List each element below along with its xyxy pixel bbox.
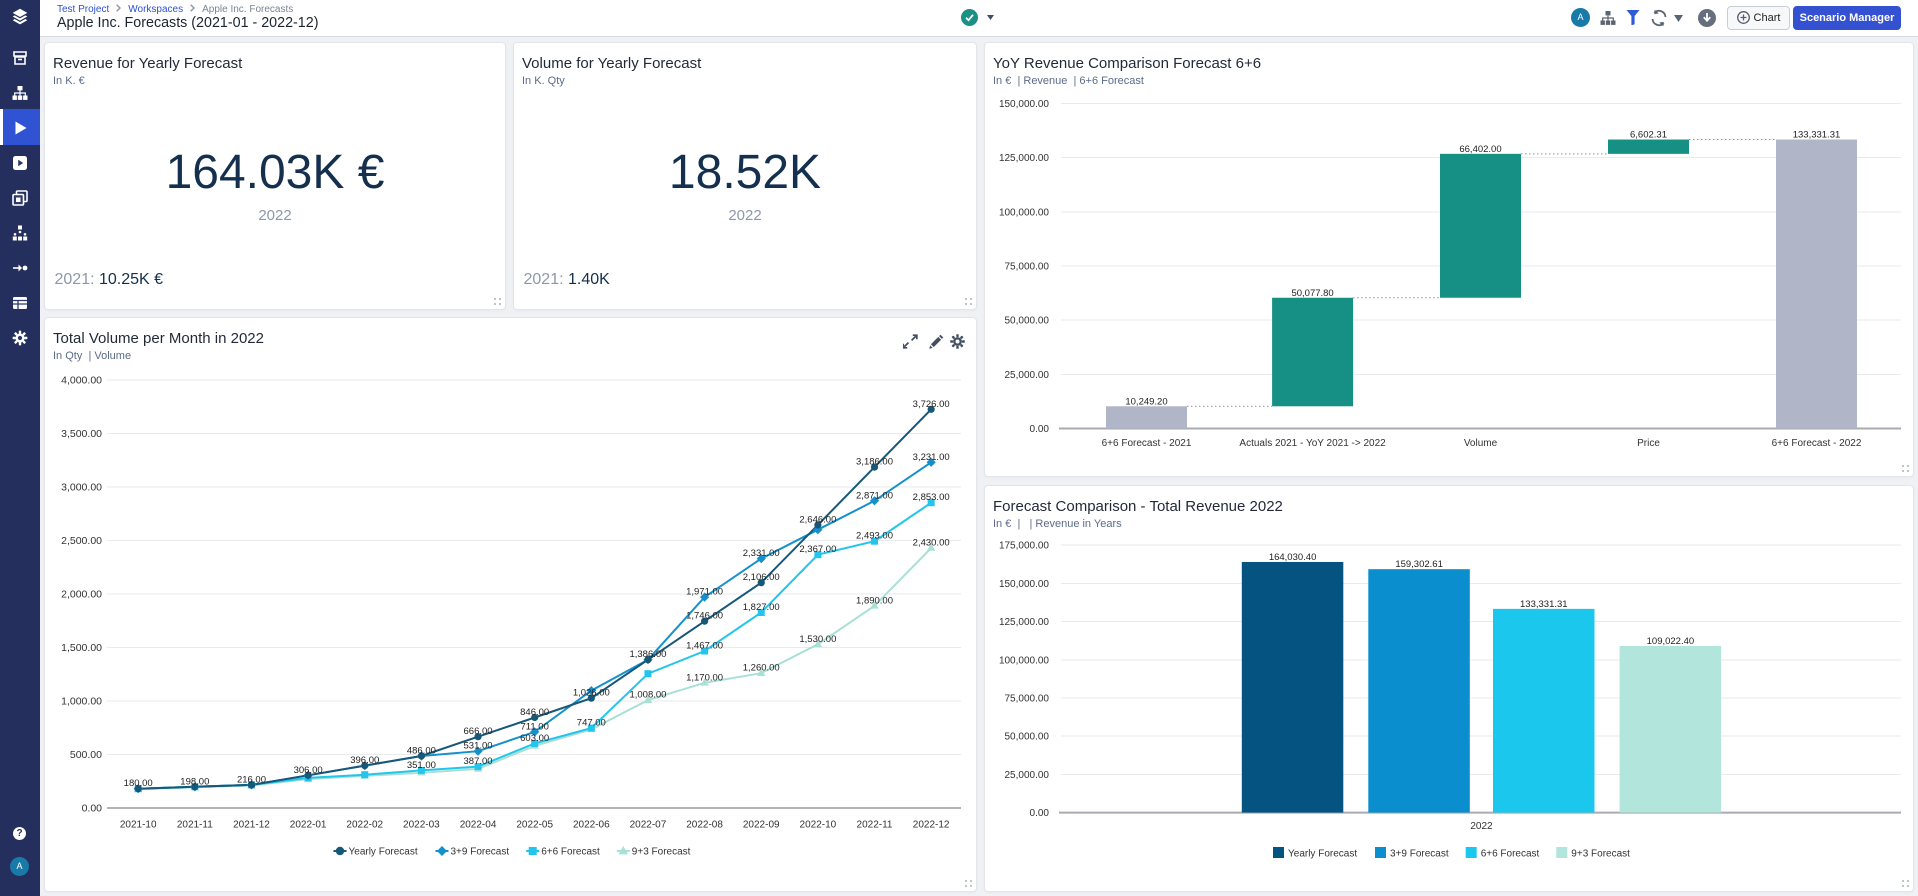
svg-text:1,746.00: 1,746.00 xyxy=(686,611,723,622)
svg-text:603.00: 603.00 xyxy=(520,733,549,744)
svg-text:396.00: 396.00 xyxy=(350,755,379,766)
svg-text:133,331.31: 133,331.31 xyxy=(1520,599,1568,610)
svg-text:2022-12: 2022-12 xyxy=(913,820,950,831)
svg-text:1,890.00: 1,890.00 xyxy=(856,595,893,606)
svg-text:2021-11: 2021-11 xyxy=(177,820,213,831)
svg-text:9+3 Forecast: 9+3 Forecast xyxy=(1571,849,1630,860)
svg-text:2021-10: 2021-10 xyxy=(120,820,157,831)
svg-text:10,249.20: 10,249.20 xyxy=(1125,396,1167,407)
svg-text:6+6 Forecast - 2021: 6+6 Forecast - 2021 xyxy=(1102,438,1192,449)
svg-text:150,000.00: 150,000.00 xyxy=(999,99,1049,110)
svg-text:3+9 Forecast: 3+9 Forecast xyxy=(451,847,510,858)
svg-text:2022-08: 2022-08 xyxy=(686,820,723,831)
svg-text:500.00: 500.00 xyxy=(70,749,102,761)
svg-text:3,500.00: 3,500.00 xyxy=(61,428,102,440)
svg-text:1,000.00: 1,000.00 xyxy=(61,696,102,708)
svg-text:3,000.00: 3,000.00 xyxy=(61,482,102,494)
svg-text:9+3 Forecast: 9+3 Forecast xyxy=(632,847,691,858)
svg-text:2,853.00: 2,853.00 xyxy=(913,492,950,503)
svg-text:2,430.00: 2,430.00 xyxy=(913,538,950,549)
svg-text:711.00: 711.00 xyxy=(521,721,549,732)
svg-text:2,331.00: 2,331.00 xyxy=(743,548,780,559)
svg-text:2,646.00: 2,646.00 xyxy=(799,514,836,525)
svg-text:1,530.00: 1,530.00 xyxy=(799,634,836,645)
svg-text:2022: 2022 xyxy=(1470,821,1493,832)
svg-text:1,500.00: 1,500.00 xyxy=(61,642,102,654)
svg-text:2,106.00: 2,106.00 xyxy=(743,572,780,583)
svg-text:4,000.00: 4,000.00 xyxy=(61,375,102,387)
svg-text:125,000.00: 125,000.00 xyxy=(999,153,1049,164)
svg-text:6+6 Forecast - 2022: 6+6 Forecast - 2022 xyxy=(1772,438,1862,449)
svg-text:Yearly Forecast: Yearly Forecast xyxy=(1288,849,1357,860)
svg-text:150,000.00: 150,000.00 xyxy=(999,579,1049,590)
svg-text:109,022.40: 109,022.40 xyxy=(1647,636,1695,647)
svg-text:2022-05: 2022-05 xyxy=(516,820,553,831)
svg-text:2022-03: 2022-03 xyxy=(403,820,440,831)
svg-text:666.00: 666.00 xyxy=(464,726,493,737)
svg-text:486.00: 486.00 xyxy=(407,746,436,757)
svg-text:25,000.00: 25,000.00 xyxy=(1005,370,1050,381)
svg-text:1,008.00: 1,008.00 xyxy=(629,690,666,701)
svg-text:75,000.00: 75,000.00 xyxy=(1005,694,1050,705)
svg-text:2022-11: 2022-11 xyxy=(857,820,893,831)
svg-text:2022-09: 2022-09 xyxy=(743,820,780,831)
svg-text:1,170.00: 1,170.00 xyxy=(686,672,723,683)
svg-text:Volume: Volume xyxy=(1464,438,1498,449)
svg-text:2022-10: 2022-10 xyxy=(800,820,837,831)
svg-text:0.00: 0.00 xyxy=(82,803,103,815)
svg-text:2,493.00: 2,493.00 xyxy=(856,531,893,542)
svg-text:2,871.00: 2,871.00 xyxy=(856,490,893,501)
svg-text:66,402.00: 66,402.00 xyxy=(1459,144,1501,155)
svg-text:100,000.00: 100,000.00 xyxy=(999,655,1049,666)
svg-text:50,000.00: 50,000.00 xyxy=(1005,732,1050,743)
svg-text:6+6 Forecast: 6+6 Forecast xyxy=(1481,849,1540,860)
svg-text:1,467.00: 1,467.00 xyxy=(686,641,723,652)
svg-text:3,186.00: 3,186.00 xyxy=(856,457,893,468)
svg-text:2022-02: 2022-02 xyxy=(346,820,383,831)
svg-text:2,500.00: 2,500.00 xyxy=(61,535,102,547)
svg-text:164,030.40: 164,030.40 xyxy=(1269,552,1317,563)
svg-text:125,000.00: 125,000.00 xyxy=(999,617,1049,628)
svg-text:2021-12: 2021-12 xyxy=(233,820,270,831)
svg-text:50,077.80: 50,077.80 xyxy=(1291,288,1333,299)
svg-text:75,000.00: 75,000.00 xyxy=(1005,262,1050,273)
svg-text:216.00: 216.00 xyxy=(237,774,266,785)
svg-text:351.00: 351.00 xyxy=(407,760,436,771)
svg-text:846.00: 846.00 xyxy=(520,707,549,718)
svg-text:2022-04: 2022-04 xyxy=(460,820,497,831)
svg-text:159,302.61: 159,302.61 xyxy=(1395,559,1443,570)
svg-text:3+9 Forecast: 3+9 Forecast xyxy=(1390,849,1449,860)
svg-text:Actuals 2021 - YoY 2021 -> 202: Actuals 2021 - YoY 2021 -> 2022 xyxy=(1239,438,1386,449)
svg-text:2022-01: 2022-01 xyxy=(290,820,327,831)
svg-text:50,000.00: 50,000.00 xyxy=(1005,316,1050,327)
svg-text:2022-07: 2022-07 xyxy=(630,820,667,831)
svg-text:198.00: 198.00 xyxy=(180,776,209,787)
svg-text:3,231.00: 3,231.00 xyxy=(913,452,950,463)
svg-text:6,602.31: 6,602.31 xyxy=(1630,130,1667,141)
svg-text:133,331.31: 133,331.31 xyxy=(1793,130,1841,141)
svg-text:Price: Price xyxy=(1637,438,1660,449)
svg-text:180.00: 180.00 xyxy=(124,778,153,789)
svg-text:2,367.00: 2,367.00 xyxy=(799,544,836,555)
svg-text:1,386.00: 1,386.00 xyxy=(629,649,666,660)
svg-text:6+6 Forecast: 6+6 Forecast xyxy=(541,847,600,858)
svg-text:747.00: 747.00 xyxy=(577,718,606,729)
svg-text:1,827.00: 1,827.00 xyxy=(743,602,780,613)
svg-text:0.00: 0.00 xyxy=(1030,808,1050,819)
svg-text:306.00: 306.00 xyxy=(294,765,323,776)
svg-text:1,260.00: 1,260.00 xyxy=(743,663,780,674)
svg-text:100,000.00: 100,000.00 xyxy=(999,207,1049,218)
svg-text:531.00: 531.00 xyxy=(464,741,493,752)
svg-text:2022-06: 2022-06 xyxy=(573,820,610,831)
svg-text:25,000.00: 25,000.00 xyxy=(1005,770,1050,781)
svg-text:0.00: 0.00 xyxy=(1030,424,1050,435)
svg-text:3,726.00: 3,726.00 xyxy=(913,399,950,410)
svg-text:387.00: 387.00 xyxy=(464,756,493,767)
svg-text:1,971.00: 1,971.00 xyxy=(686,587,723,598)
svg-text:1,026.00: 1,026.00 xyxy=(573,688,610,699)
svg-text:Yearly Forecast: Yearly Forecast xyxy=(349,847,418,858)
svg-text:175,000.00: 175,000.00 xyxy=(999,541,1049,552)
svg-text:2,000.00: 2,000.00 xyxy=(61,589,102,601)
